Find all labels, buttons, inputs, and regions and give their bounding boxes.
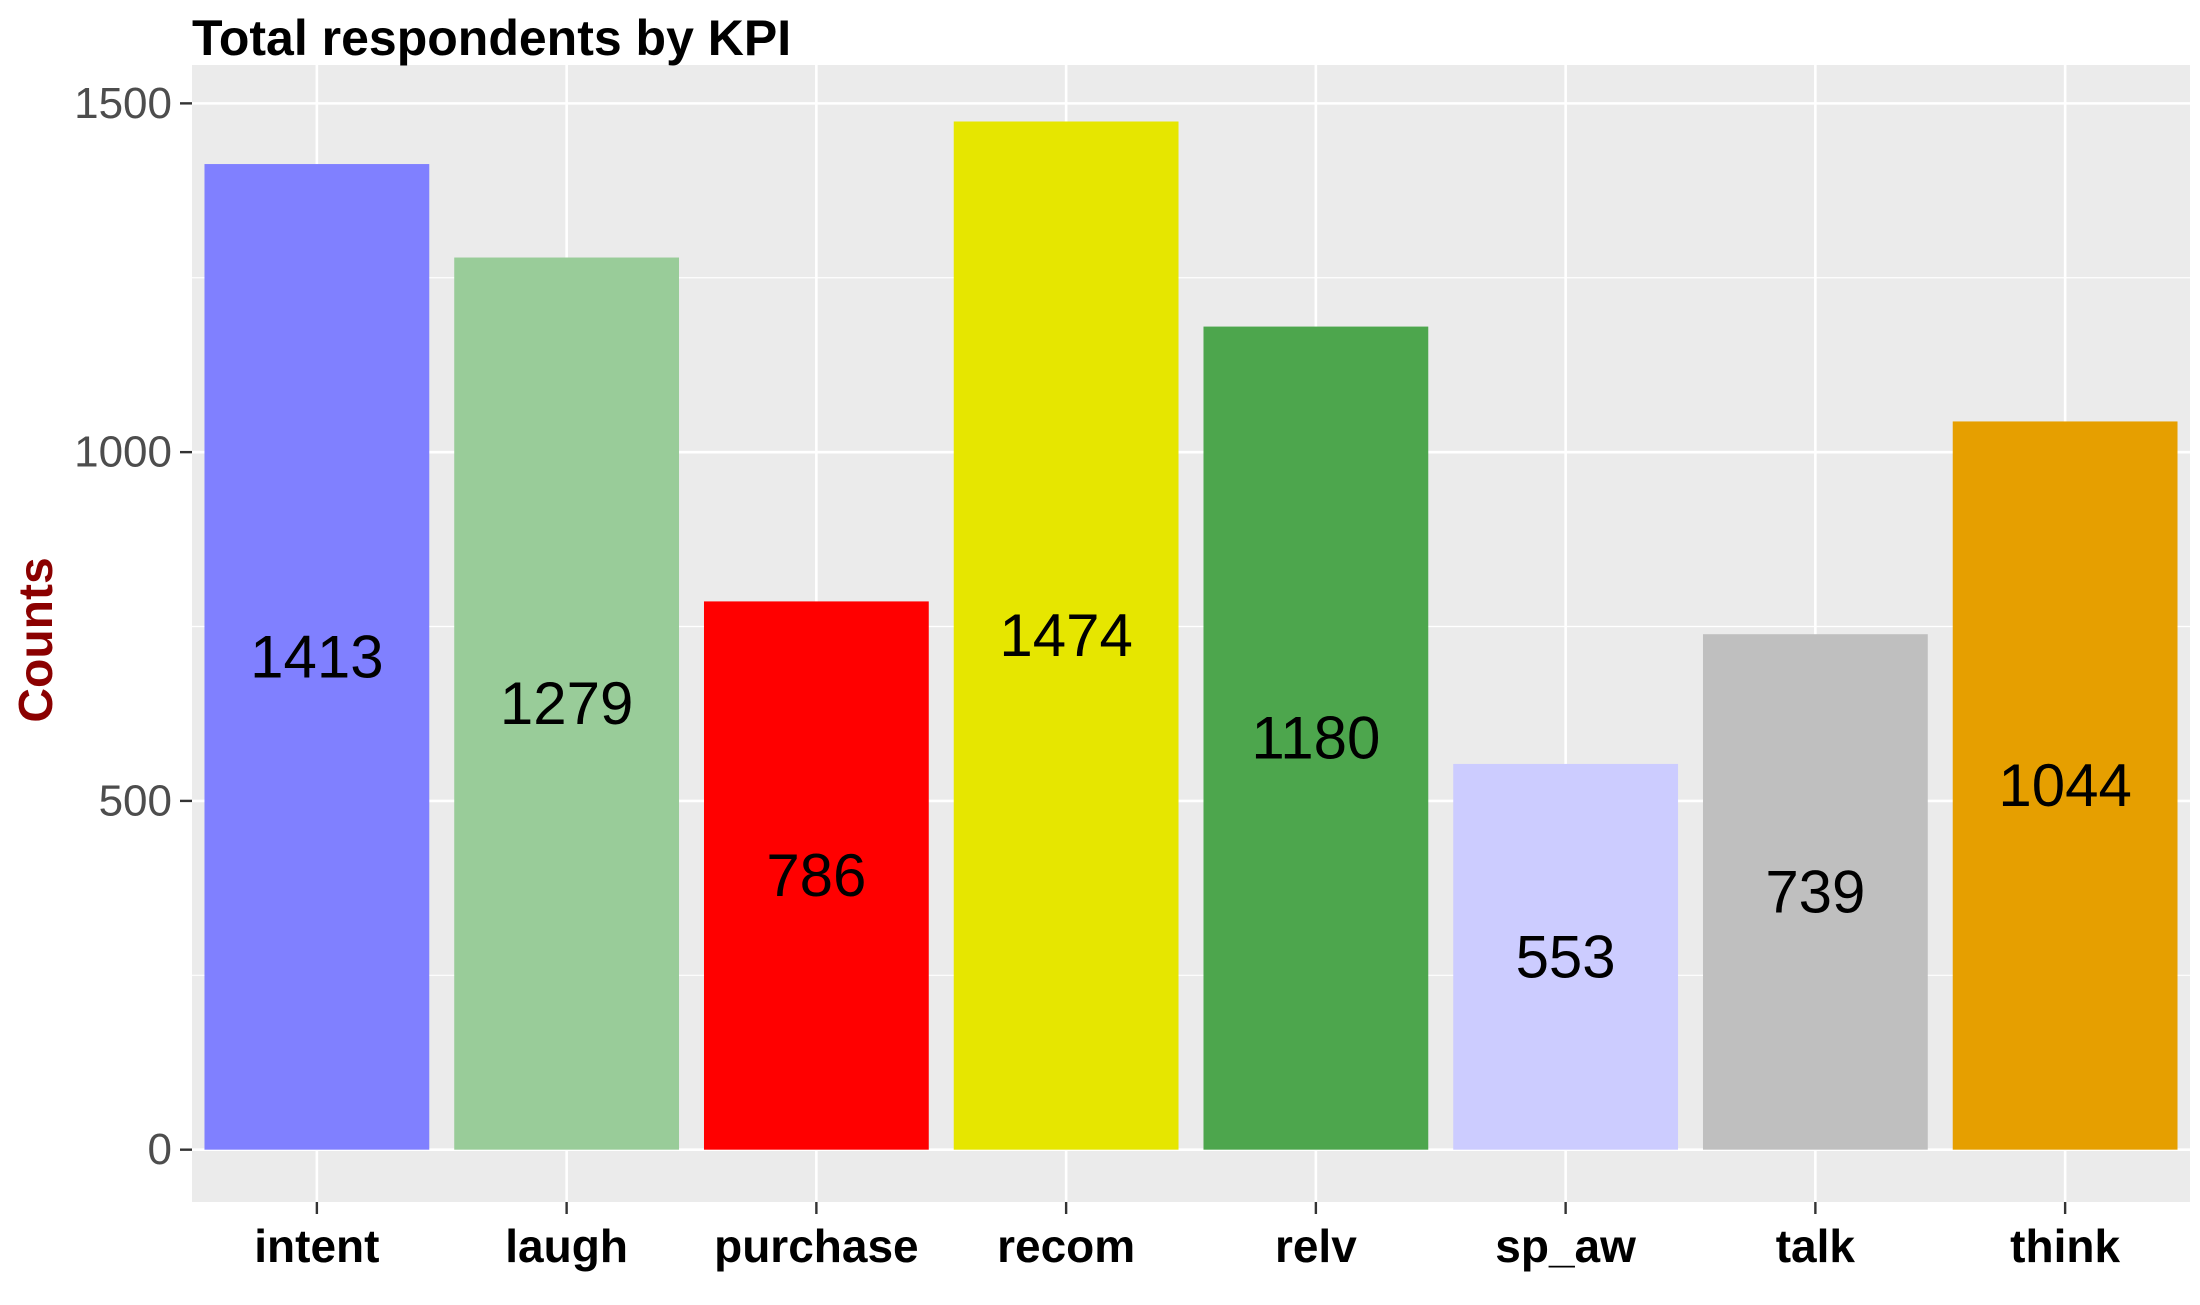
x-tick-label-recom: recom (997, 1220, 1135, 1272)
bar-recom (953, 121, 1179, 1150)
bar-purchase (703, 601, 929, 1150)
chart-title: Total respondents by KPI (192, 10, 791, 66)
x-tick-label-relv: relv (1275, 1220, 1357, 1272)
x-tick-label-intent: intent (254, 1220, 379, 1272)
data-label-laugh: 1279 (500, 670, 633, 737)
x-tick-label-think: think (2010, 1220, 2120, 1272)
y-axis-label: Counts (10, 557, 63, 722)
bar-talk (1702, 634, 1928, 1150)
y-tick-label: 1000 (74, 428, 172, 477)
y-tick-label: 500 (99, 776, 172, 825)
x-tick-label-purchase: purchase (714, 1220, 919, 1272)
x-tick-label-talk: talk (1776, 1220, 1856, 1272)
data-label-recom: 1474 (999, 602, 1132, 669)
bar-intent (204, 164, 430, 1150)
data-label-talk: 739 (1765, 858, 1865, 925)
bar-think (1952, 421, 2178, 1150)
data-label-relv: 1180 (1251, 705, 1380, 772)
x-tick-label-sp_aw: sp_aw (1495, 1220, 1636, 1272)
bar-relv (1203, 326, 1429, 1150)
data-label-think: 1044 (1998, 752, 2131, 819)
y-tick-label: 1500 (74, 79, 172, 128)
x-tick-label-laugh: laugh (505, 1220, 628, 1272)
data-label-intent: 1413 (250, 623, 383, 690)
bar-sp_aw (1453, 763, 1679, 1150)
bar-laugh (454, 257, 680, 1150)
data-label-purchase: 786 (766, 842, 866, 909)
y-tick-label: 0 (148, 1125, 172, 1174)
data-label-sp_aw: 553 (1516, 923, 1616, 990)
